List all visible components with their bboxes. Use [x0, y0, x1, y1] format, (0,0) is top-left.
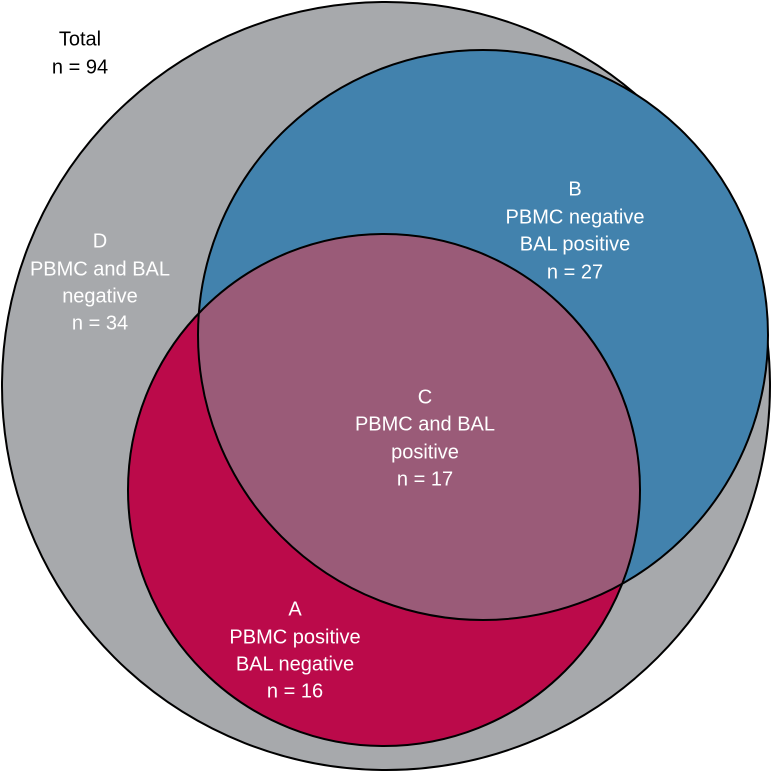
total-label: Total [59, 28, 101, 50]
pbmc-outline [127, 233, 641, 747]
total-n: n = 94 [52, 56, 108, 78]
bal-outline [197, 49, 769, 621]
region-text: BAL positive [520, 233, 630, 255]
region-text: positive [391, 441, 459, 463]
region-n: n = 27 [547, 261, 603, 283]
region-letter: D [93, 230, 107, 252]
region-text: PBMC and BAL [355, 413, 495, 435]
region-n: n = 16 [267, 680, 323, 702]
region-text: PBMC positive [229, 626, 360, 648]
region-n: n = 34 [72, 312, 128, 334]
region-letter: A [288, 598, 302, 620]
region-text: negative [62, 285, 138, 307]
region-text: PBMC and BAL [30, 258, 170, 280]
region-letter: C [418, 386, 432, 408]
region-text: BAL negative [236, 653, 354, 675]
region-letter: B [568, 178, 581, 200]
region-text: PBMC negative [506, 206, 645, 228]
region-n: n = 17 [397, 468, 453, 490]
